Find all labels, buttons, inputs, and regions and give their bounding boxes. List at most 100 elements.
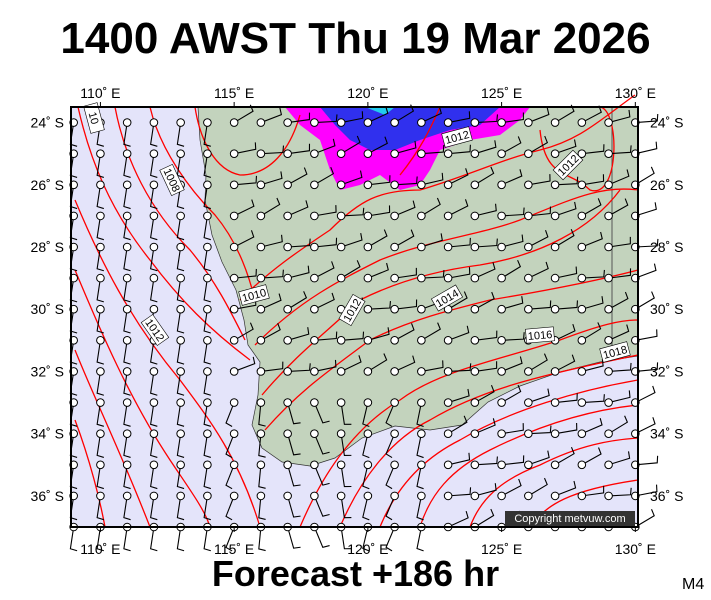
station-circle bbox=[203, 242, 212, 252]
rain-heavy bbox=[320, 107, 500, 150]
wind-barb bbox=[225, 526, 235, 552]
station-circle bbox=[283, 429, 292, 438]
station-circle bbox=[390, 304, 399, 314]
wind-barb bbox=[287, 112, 311, 124]
wind-barb bbox=[123, 402, 131, 427]
wind-barb bbox=[313, 402, 330, 424]
wind-barb bbox=[474, 508, 495, 528]
wind-barb bbox=[96, 433, 104, 458]
contour-label: 1018 bbox=[599, 341, 631, 363]
wind-barb bbox=[448, 363, 472, 372]
wind-barb bbox=[581, 269, 605, 279]
station-circle bbox=[122, 336, 132, 345]
wind-barb bbox=[555, 176, 579, 186]
station-circle bbox=[336, 118, 346, 127]
wind-barb bbox=[314, 237, 338, 248]
station-circle bbox=[336, 180, 346, 190]
station-circle bbox=[390, 491, 399, 501]
wind-barb bbox=[416, 495, 424, 521]
wind-barb bbox=[367, 175, 391, 186]
station-circle bbox=[122, 273, 132, 283]
wind-barb bbox=[474, 166, 495, 186]
station-circle bbox=[203, 367, 212, 376]
wind-barb bbox=[123, 184, 131, 210]
station-circle bbox=[524, 460, 533, 470]
isobar bbox=[419, 404, 639, 528]
wind-barb bbox=[635, 113, 659, 124]
wind-barb bbox=[260, 293, 282, 310]
station-circle bbox=[229, 460, 239, 470]
station-circle bbox=[443, 398, 453, 407]
station-circle bbox=[256, 118, 266, 127]
wind-barb bbox=[314, 261, 335, 279]
station-circle bbox=[122, 118, 132, 127]
lat-tick-label: 36˚ S bbox=[650, 488, 683, 504]
station-circle bbox=[470, 180, 480, 190]
wind-barb bbox=[555, 300, 579, 310]
wind-barb bbox=[367, 106, 389, 124]
wind-barb bbox=[150, 122, 158, 147]
wind-barb bbox=[340, 402, 352, 425]
station-circle bbox=[256, 398, 266, 407]
station-circle bbox=[417, 304, 426, 314]
wind-barb bbox=[233, 356, 256, 372]
station-circle bbox=[443, 211, 453, 221]
wind-barb bbox=[474, 483, 497, 497]
station-circle bbox=[524, 429, 533, 438]
wind-barb bbox=[421, 197, 441, 217]
wind-barb bbox=[394, 176, 418, 186]
station-circle bbox=[149, 211, 159, 221]
station-circle bbox=[550, 180, 560, 190]
station-circle bbox=[470, 211, 480, 221]
station-circle bbox=[497, 336, 506, 345]
wind-barb bbox=[203, 495, 211, 521]
wind-barb bbox=[96, 309, 104, 334]
wind-barb bbox=[123, 215, 131, 241]
wind-barb bbox=[581, 198, 602, 217]
station-circle bbox=[550, 242, 560, 252]
station-circle bbox=[176, 149, 185, 158]
wind-barb bbox=[394, 200, 416, 217]
lat-tick-label: 26˚ S bbox=[31, 177, 64, 193]
station-circle bbox=[336, 336, 346, 345]
wind-barb bbox=[635, 141, 658, 155]
station-circle bbox=[176, 304, 185, 314]
wind-barb bbox=[554, 354, 576, 372]
wind-barb bbox=[501, 136, 522, 155]
wind-barb bbox=[314, 114, 338, 124]
station-circle bbox=[122, 180, 132, 190]
station-circle bbox=[256, 180, 266, 190]
wind-barb bbox=[176, 495, 185, 521]
station-circle bbox=[176, 398, 185, 407]
lat-tick-label: 32˚ S bbox=[650, 363, 683, 379]
station-circle bbox=[443, 242, 453, 252]
station-circle bbox=[443, 149, 453, 158]
isobar bbox=[539, 106, 615, 192]
wind-barb bbox=[96, 464, 104, 490]
wind-barb bbox=[96, 340, 104, 365]
wind-barb bbox=[287, 238, 311, 248]
wind-barb bbox=[203, 402, 211, 427]
station-circle bbox=[229, 180, 239, 190]
station-circle bbox=[577, 367, 587, 376]
wind-barb bbox=[313, 526, 330, 548]
wind-barb bbox=[176, 122, 185, 147]
station-circle bbox=[96, 211, 105, 221]
lat-tick-label: 30˚ S bbox=[31, 301, 64, 317]
station-circle bbox=[390, 367, 399, 376]
station-circle bbox=[497, 118, 506, 127]
wind-barb bbox=[608, 145, 632, 155]
wind-barb bbox=[528, 174, 551, 186]
station-circle bbox=[176, 118, 185, 127]
station-circle bbox=[96, 242, 105, 252]
wind-barb bbox=[287, 526, 301, 549]
station-circle bbox=[363, 304, 373, 314]
wind-barb bbox=[448, 487, 472, 497]
wind-barb bbox=[225, 433, 235, 459]
wind-barb bbox=[340, 433, 352, 456]
lat-tick-label: 24˚ S bbox=[650, 115, 683, 131]
station-circle bbox=[229, 149, 239, 158]
wind-barb bbox=[367, 300, 391, 310]
isobar bbox=[264, 269, 639, 431]
station-circle bbox=[149, 491, 159, 501]
